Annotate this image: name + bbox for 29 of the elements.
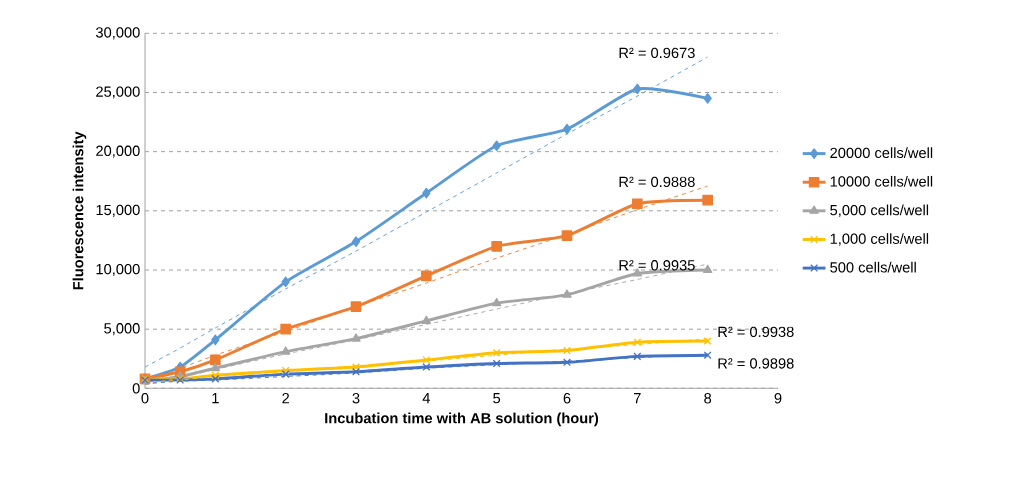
x-tick-label: 7 <box>634 393 641 404</box>
y-tick-label: 30,000 <box>96 27 140 40</box>
y-tick-label: 20,000 <box>96 145 140 158</box>
x-tick-label: 4 <box>422 393 430 404</box>
y-axis-title: Fluorescence intensity <box>72 131 87 290</box>
x-tick-label: 2 <box>282 393 290 404</box>
annotation: R² = 0.9938 <box>718 326 794 338</box>
x-tick-label: 5 <box>493 393 501 404</box>
x-axis-title: Incubation time with AB solution (hour) <box>325 412 599 427</box>
x-tick-label: 9 <box>774 393 782 404</box>
annotation: R² = 0.9673 <box>619 47 695 59</box>
x-tick-label: 0 <box>141 393 149 404</box>
annotation: R² = 0.9898 <box>718 358 794 369</box>
legend-label: 500 cells/well <box>830 261 916 273</box>
y-tick-label: 5,000 <box>104 323 140 336</box>
y-tick-label: 25,000 <box>96 86 140 99</box>
legend-label: 10000 cells/well <box>830 175 933 187</box>
annotation: R² = 0.9888 <box>619 176 695 188</box>
x-tick-label: 6 <box>563 393 571 404</box>
y-tick-label: 15,000 <box>96 204 140 217</box>
x-tick-label: 1 <box>212 393 219 404</box>
y-tick-label: 0 <box>132 383 140 394</box>
legend-label: 1,000 cells/well <box>830 233 929 246</box>
x-tick-label: 8 <box>704 393 712 404</box>
x-tick-label: 3 <box>352 393 360 404</box>
legend-label: 5,000 cells/well <box>830 204 929 218</box>
legend-label: 20000 cells/well <box>830 147 933 159</box>
annotation: R² = 0.9935 <box>619 260 695 271</box>
y-tick-label: 10,000 <box>96 263 140 277</box>
